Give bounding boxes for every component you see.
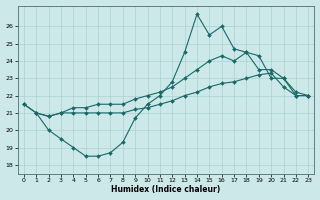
X-axis label: Humidex (Indice chaleur): Humidex (Indice chaleur) <box>111 185 221 194</box>
